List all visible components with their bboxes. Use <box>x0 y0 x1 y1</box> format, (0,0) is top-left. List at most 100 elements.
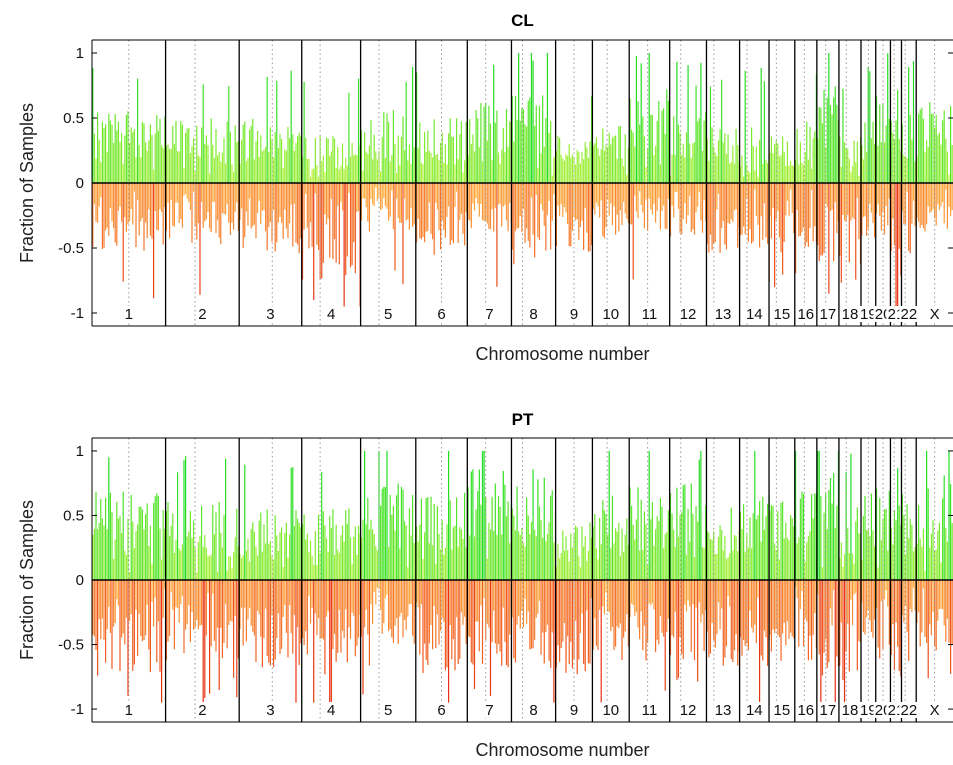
chromosome-label-bg <box>265 306 276 322</box>
chromosome-label-bg <box>899 306 919 322</box>
chromosome-label-15: 15 <box>774 306 791 323</box>
x-axis-label: Chromosome number <box>475 344 649 364</box>
chromosome-label-9: 9 <box>570 702 578 719</box>
chromosome-label-bg <box>382 702 394 718</box>
y-axis-label: Fraction of Samples <box>17 500 37 660</box>
chromosome-label-bg <box>197 702 208 718</box>
chromosome-label-bg <box>713 702 733 718</box>
chart-title: CL <box>511 11 534 30</box>
y-tick-label: -0.5 <box>58 240 84 257</box>
y-tick-label: 0 <box>76 572 84 589</box>
chromosome-label-14: 14 <box>746 702 763 719</box>
chromosome-label-18: 18 <box>842 306 859 323</box>
chromosome-label-bg <box>601 702 621 718</box>
chromosome-label-12: 12 <box>680 306 697 323</box>
chromosome-label-bg <box>436 306 447 322</box>
chromosome-label-17: 17 <box>820 702 837 719</box>
chromosome-label-bg <box>840 702 860 718</box>
y-tick-label: 0.5 <box>63 507 84 524</box>
chromosome-label-bg <box>678 306 698 322</box>
chromosome-label-4: 4 <box>327 702 335 719</box>
chromosome-label-14: 14 <box>746 306 763 323</box>
chromosome-label-bg <box>325 306 337 322</box>
chromosome-label-bg <box>382 306 394 322</box>
chromosome-label-15: 15 <box>774 702 791 719</box>
chromosome-label-2: 2 <box>198 306 206 323</box>
chromosome-label-3: 3 <box>266 306 274 323</box>
y-tick-label: 0 <box>76 175 84 192</box>
chromosome-label-6: 6 <box>437 702 445 719</box>
chromosome-label-bg <box>528 306 539 322</box>
bars-group <box>92 53 953 307</box>
chromosome-label-16: 16 <box>797 702 814 719</box>
chromosome-label-16: 16 <box>797 306 814 323</box>
chromosome-label-X: X <box>930 702 940 719</box>
chromosome-label-3: 3 <box>266 702 274 719</box>
chromosome-label-bg <box>436 702 447 718</box>
chromosome-label-bg <box>772 702 792 718</box>
chromosome-label-bg <box>858 306 878 322</box>
chromosome-label-bg <box>818 702 838 718</box>
y-axis-label: Fraction of Samples <box>17 103 37 263</box>
chromosome-label-13: 13 <box>715 306 732 323</box>
chromosome-label-bg <box>796 702 816 718</box>
chromosome-label-bg <box>528 702 539 718</box>
chromosome-label-bg <box>265 702 276 718</box>
chromosome-label-8: 8 <box>529 306 537 323</box>
chromosome-label-bg <box>929 306 940 322</box>
chromosome-label-1: 1 <box>125 306 133 323</box>
chromosome-label-X: X <box>930 306 940 323</box>
chromosome-label-11: 11 <box>642 702 658 719</box>
chromosome-label-18: 18 <box>842 702 859 719</box>
chromosome-label-bg <box>568 306 580 322</box>
chromosome-label-bg <box>484 702 495 718</box>
chromosome-label-bg <box>484 306 495 322</box>
chromosome-label-bg <box>123 306 135 322</box>
chromosome-label-bg <box>858 702 878 718</box>
chromosome-label-bg <box>678 702 698 718</box>
chromosome-label-1: 1 <box>125 702 133 719</box>
chromosome-label-4: 4 <box>327 306 335 323</box>
chromosome-label-bg <box>601 306 621 322</box>
chromosome-label-10: 10 <box>602 306 619 323</box>
chromosome-label-bg <box>744 702 764 718</box>
chromosome-label-bg <box>197 306 208 322</box>
chromosome-label-bg <box>929 702 940 718</box>
chromosome-label-bg <box>713 306 733 322</box>
chromosome-label-bg <box>840 306 860 322</box>
chromosome-label-bg <box>772 306 792 322</box>
chromosome-label-2: 2 <box>198 702 206 719</box>
chromosome-label-9: 9 <box>570 306 578 323</box>
chromosome-label-10: 10 <box>602 702 619 719</box>
chromosome-label-11: 11 <box>642 306 658 323</box>
chromosome-label-bg <box>568 702 580 718</box>
chromosome-label-bg <box>796 306 816 322</box>
y-tick-label: 1 <box>76 443 84 460</box>
chromosome-label-7: 7 <box>485 306 493 323</box>
y-tick-label: 1 <box>76 45 84 62</box>
chromosome-label-bg <box>325 702 337 718</box>
chromosome-label-22: 22 <box>901 702 918 719</box>
chromosome-label-12: 12 <box>680 702 697 719</box>
chromosome-label-bg <box>639 702 659 718</box>
chart-title: PT <box>512 410 534 429</box>
chromosome-label-8: 8 <box>529 702 537 719</box>
chromosome-label-19: 19 <box>860 702 877 719</box>
y-tick-label: -1 <box>71 305 84 322</box>
chromosome-label-bg <box>818 306 838 322</box>
chromosome-label-5: 5 <box>384 306 392 323</box>
chromosome-label-22: 22 <box>901 306 918 323</box>
chromosome-label-7: 7 <box>485 702 493 719</box>
chromosome-label-17: 17 <box>820 306 837 323</box>
chromosome-label-13: 13 <box>715 702 732 719</box>
chromosome-label-6: 6 <box>437 306 445 323</box>
y-tick-label: -1 <box>71 701 84 718</box>
bars-group <box>92 450 953 703</box>
y-tick-label: -0.5 <box>58 637 84 654</box>
chromosome-label-19: 19 <box>860 306 877 323</box>
y-tick-label: 0.5 <box>63 110 84 127</box>
chromosome-label-bg <box>744 306 764 322</box>
